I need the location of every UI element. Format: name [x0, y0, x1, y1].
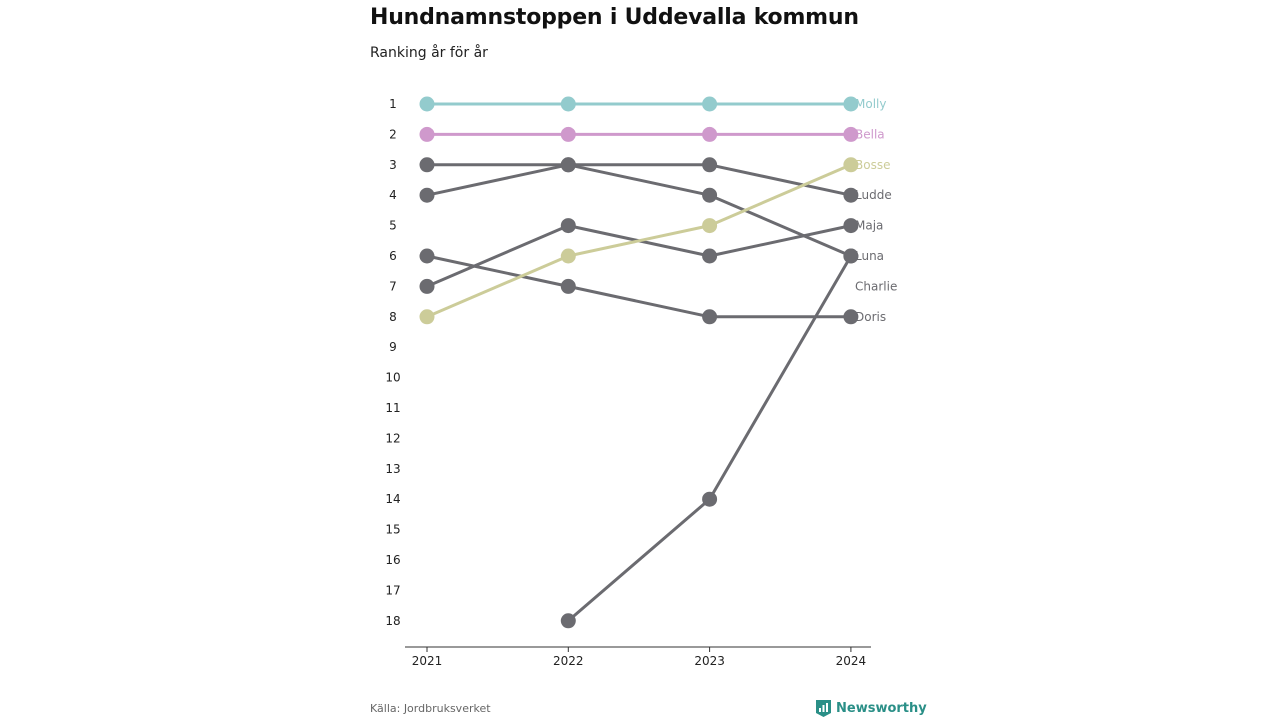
data-point-doris: [843, 309, 859, 325]
y-tick-label: 4: [389, 188, 397, 202]
series-line-maja: [425, 224, 570, 288]
series-line-maja: [708, 224, 853, 258]
data-point-maja: [843, 218, 859, 234]
y-tick-label: 10: [385, 371, 400, 385]
data-point-bosse: [702, 218, 718, 234]
y-tick-label: 7: [389, 279, 397, 293]
y-tick-label: 16: [385, 553, 400, 567]
x-tick-label: 2021: [412, 654, 443, 668]
y-tick-label: 15: [385, 523, 400, 537]
data-point-bella: [843, 126, 859, 142]
y-tick-label: 2: [389, 127, 397, 141]
series-label-charlie: Charlie: [855, 279, 897, 293]
series-label-luna: Luna: [855, 249, 884, 263]
data-point-charlie: [843, 248, 859, 264]
series-line-ludde: [708, 163, 853, 197]
series-line-bosse: [425, 254, 570, 319]
brand-logo: Newsworthy: [816, 700, 927, 717]
x-tick-label: 2023: [694, 654, 725, 668]
data-point-bella: [702, 126, 718, 142]
series-line-doris: [425, 254, 570, 288]
y-tick-label: 12: [385, 431, 400, 445]
chart-title: Hundnamnstoppen i Uddevalla kommun: [370, 5, 859, 30]
y-tick-label: 13: [385, 462, 400, 476]
y-tick-label: 9: [389, 340, 397, 354]
brand-name: Newsworthy: [836, 701, 927, 716]
series-line-doris: [566, 284, 712, 319]
series-line-bosse: [566, 224, 712, 258]
data-point-bella: [560, 126, 576, 142]
y-tick-label: 18: [385, 614, 400, 628]
series-label-doris: Doris: [855, 310, 886, 324]
data-point-bosse: [843, 157, 859, 173]
data-point-doris: [560, 278, 576, 294]
y-tick-label: 1: [389, 97, 397, 111]
data-point-maja: [702, 248, 718, 264]
series-line-luna: [425, 163, 570, 197]
series-line-luna: [566, 163, 712, 197]
y-tick-label: 17: [385, 583, 400, 597]
y-tick-label: 8: [389, 310, 397, 324]
series-label-bosse: Bosse: [855, 158, 890, 172]
chart-subtitle: Ranking år för år: [370, 45, 488, 61]
data-point-bella: [419, 126, 435, 142]
series-label-molly: Molly: [855, 97, 886, 111]
data-point-luna: [419, 187, 435, 203]
series-label-ludde: Ludde: [855, 188, 892, 202]
data-point-doris: [702, 309, 718, 325]
data-point-charlie: [560, 613, 576, 629]
data-point-ludde: [419, 157, 435, 173]
y-tick-label: 3: [389, 158, 397, 172]
x-tick-label: 2022: [553, 654, 584, 668]
data-point-maja: [419, 278, 435, 294]
series-line-charlie: [708, 254, 853, 501]
data-point-luna: [702, 187, 718, 203]
y-tick-label: 11: [385, 401, 400, 415]
data-point-ludde: [702, 157, 718, 173]
data-point-molly: [560, 96, 576, 112]
data-point-luna: [560, 157, 576, 173]
data-point-charlie: [702, 491, 718, 507]
y-tick-label: 6: [389, 249, 397, 263]
series-line-bosse: [708, 163, 853, 228]
y-tick-label: 14: [385, 492, 400, 506]
x-tick-label: 2024: [836, 654, 867, 668]
data-point-ludde: [843, 187, 859, 203]
data-point-molly: [419, 96, 435, 112]
data-point-maja: [560, 218, 576, 234]
data-point-bosse: [560, 248, 576, 264]
series-line-luna: [708, 193, 853, 258]
data-point-molly: [843, 96, 859, 112]
data-point-molly: [702, 96, 718, 112]
newsworthy-icon: [816, 700, 831, 717]
bump-chart: 2021 2022 2023 2024123456789101112131415161…: [385, 96, 897, 668]
series-label-bella: Bella: [855, 127, 885, 141]
data-point-bosse: [419, 309, 435, 325]
y-tick-label: 5: [389, 219, 397, 233]
series-label-maja: Maja: [855, 219, 883, 233]
series-line-charlie: [566, 497, 712, 623]
data-point-doris: [419, 248, 435, 264]
source-note: Källa: Jordbruksverket: [370, 702, 491, 715]
